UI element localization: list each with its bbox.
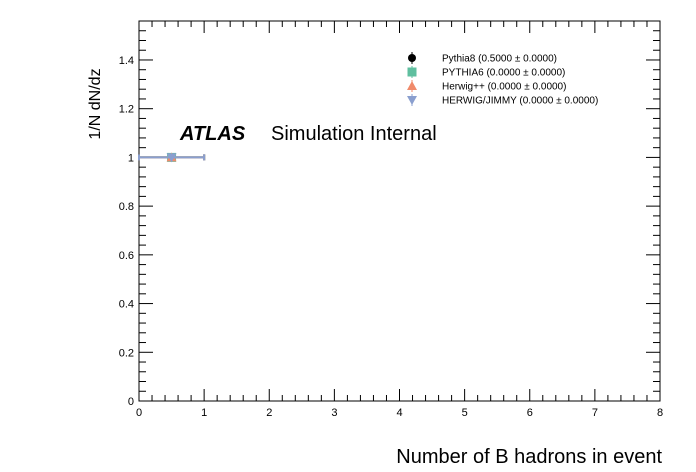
y-tick-label: 0.4 [119, 299, 134, 311]
data-points [138, 152, 206, 163]
x-tick-label: 7 [592, 407, 598, 419]
plot-frame [138, 20, 661, 402]
y-tick-label: 1 [128, 152, 134, 164]
axis-ticks [138, 21, 661, 402]
y-tick-label: 0.6 [119, 250, 134, 262]
x-tick-labels: 0 1 2 3 4 5 6 7 8 [136, 407, 663, 419]
x-tick-label: 8 [657, 407, 663, 419]
y-tick-labels: 0 0.2 0.4 0.6 0.8 1 1.2 1.4 [119, 55, 134, 408]
x-tick-label: 4 [396, 407, 402, 419]
x-tick-label: 2 [266, 407, 272, 419]
legend-entry-label: Pythia8 (0.5000 ± 0.0000) [442, 54, 557, 65]
y-tick-label: 1.4 [119, 55, 134, 67]
atlas-sublabel: Simulation Internal [271, 123, 437, 145]
legend: Pythia8 (0.5000 ± 0.0000) PYTHIA6 (0.0000… [407, 52, 598, 107]
legend-entry-label: HERWIG/JIMMY (0.0000 ± 0.0000) [442, 96, 598, 107]
legend-entry-label: PYTHIA6 (0.0000 ± 0.0000) [442, 68, 565, 79]
y-tick-label: 0.8 [119, 201, 134, 213]
y-tick-label: 1.2 [119, 104, 134, 116]
x-tick-label: 1 [201, 407, 207, 419]
x-tick-label: 3 [331, 407, 337, 419]
legend-entry-label: Herwig++ (0.0000 ± 0.0000) [442, 82, 566, 93]
x-tick-label: 0 [136, 407, 142, 419]
x-tick-label: 6 [527, 407, 533, 419]
y-tick-label: 0 [128, 396, 134, 408]
y-tick-label: 0.2 [119, 347, 134, 359]
x-tick-label: 5 [462, 407, 468, 419]
x-axis-title: Number of B hadrons in event [396, 446, 662, 468]
data-point [166, 153, 177, 163]
atlas-label: ATLAS [179, 123, 246, 145]
y-axis-title: 1/N dN/dz [87, 68, 104, 139]
